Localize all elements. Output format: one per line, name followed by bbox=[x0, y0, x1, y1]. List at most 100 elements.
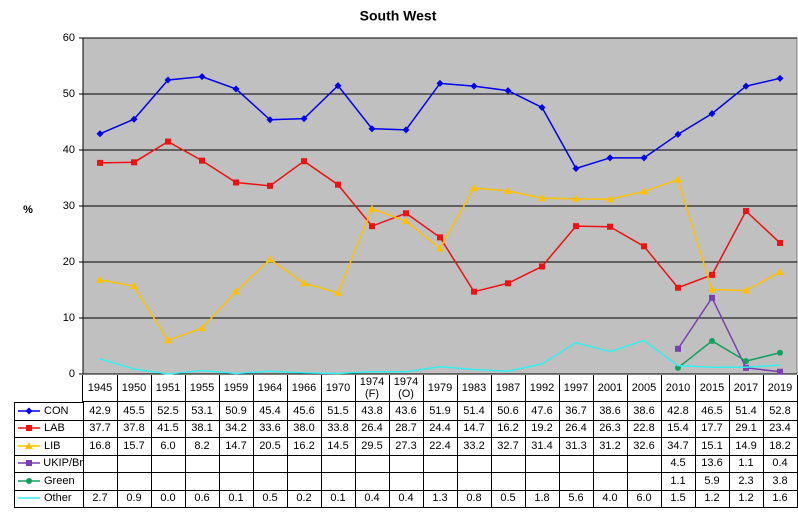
y-axis-label: % bbox=[23, 204, 33, 216]
marker bbox=[674, 175, 682, 183]
table-value: 32.6 bbox=[627, 437, 662, 456]
table-value: 0.4 bbox=[355, 489, 390, 508]
table-value: 16.8 bbox=[83, 437, 118, 456]
table-value bbox=[457, 472, 492, 491]
marker bbox=[198, 324, 206, 332]
marker bbox=[199, 157, 205, 164]
table-value: 38.0 bbox=[287, 419, 322, 438]
table-value: 33.6 bbox=[253, 419, 288, 438]
table-value: 23.4 bbox=[763, 419, 798, 438]
x-tick-label: 1997 bbox=[559, 375, 594, 402]
x-tick-label: 1974 (O) bbox=[389, 375, 424, 402]
table-value bbox=[627, 454, 662, 473]
table-value: 38.1 bbox=[185, 419, 220, 438]
marker bbox=[198, 73, 206, 81]
marker bbox=[573, 223, 579, 230]
legend-entry: Green bbox=[14, 472, 84, 491]
marker bbox=[232, 287, 240, 295]
table-value: 24.4 bbox=[423, 419, 458, 438]
table-value: 14.9 bbox=[729, 437, 764, 456]
x-tick-label: 2010 bbox=[661, 375, 696, 402]
table-value: 2.7 bbox=[83, 489, 118, 508]
table-value: 8.2 bbox=[185, 437, 220, 456]
table-value: 29.5 bbox=[355, 437, 390, 456]
table-value: 52.8 bbox=[763, 402, 798, 421]
table-value bbox=[117, 454, 152, 473]
table-value bbox=[83, 454, 118, 473]
legend-icon bbox=[18, 407, 40, 415]
x-tick-label: 1974 (F) bbox=[355, 375, 390, 402]
table-value: 0.0 bbox=[151, 489, 186, 508]
table-value: 50.9 bbox=[219, 402, 254, 421]
x-tick-label: 1992 bbox=[525, 375, 560, 402]
table-value: 43.6 bbox=[389, 402, 424, 421]
marker bbox=[743, 208, 749, 215]
table-value: 5.9 bbox=[695, 472, 730, 491]
table-value: 1.5 bbox=[661, 489, 696, 508]
table-value: 19.2 bbox=[525, 419, 560, 438]
table-value: 4.0 bbox=[593, 489, 628, 508]
marker bbox=[402, 126, 410, 134]
marker bbox=[538, 103, 546, 111]
table-value bbox=[627, 472, 662, 491]
table-value: 16.2 bbox=[491, 419, 526, 438]
table-value: 38.6 bbox=[627, 402, 662, 421]
table-value: 42.9 bbox=[83, 402, 118, 421]
table-value bbox=[151, 454, 186, 473]
marker bbox=[26, 425, 32, 432]
table-value bbox=[151, 472, 186, 491]
marker bbox=[709, 271, 715, 278]
x-tick-label: 1966 bbox=[287, 375, 322, 402]
table-value: 51.4 bbox=[729, 402, 764, 421]
marker bbox=[334, 288, 342, 296]
marker bbox=[504, 186, 512, 194]
series-line bbox=[99, 339, 781, 375]
table-value: 1.2 bbox=[695, 489, 730, 508]
marker bbox=[96, 130, 104, 138]
marker bbox=[403, 210, 409, 217]
y-tick-label: 20 bbox=[63, 256, 75, 268]
marker bbox=[266, 116, 274, 124]
table-value: 41.5 bbox=[151, 419, 186, 438]
marker bbox=[335, 181, 341, 188]
x-tick-label: 1955 bbox=[185, 375, 220, 402]
marker bbox=[777, 368, 783, 375]
marker bbox=[266, 255, 274, 263]
table-value: 15.1 bbox=[695, 437, 730, 456]
table-value: 52.5 bbox=[151, 402, 186, 421]
marker bbox=[26, 460, 32, 467]
table-value: 45.4 bbox=[253, 402, 288, 421]
legend-icon bbox=[18, 441, 40, 449]
table-value: 1.2 bbox=[729, 489, 764, 508]
marker bbox=[97, 159, 103, 166]
table-value bbox=[253, 454, 288, 473]
table-value bbox=[219, 454, 254, 473]
table-value bbox=[593, 454, 628, 473]
table-value: 26.4 bbox=[355, 419, 390, 438]
table-value bbox=[185, 454, 220, 473]
marker bbox=[301, 158, 307, 165]
table-value bbox=[559, 454, 594, 473]
marker bbox=[742, 286, 750, 294]
series-line bbox=[677, 296, 781, 373]
table-value: 32.7 bbox=[491, 437, 526, 456]
marker bbox=[675, 284, 681, 291]
marker bbox=[504, 87, 512, 95]
y-tick-label: 40 bbox=[63, 144, 75, 156]
table-value: 1.3 bbox=[423, 489, 458, 508]
table-value bbox=[287, 472, 322, 491]
table-value bbox=[83, 472, 118, 491]
y-tick-label: 10 bbox=[63, 312, 75, 324]
marker bbox=[742, 82, 750, 90]
table-left-border bbox=[82, 375, 83, 402]
table-value: 5.6 bbox=[559, 489, 594, 508]
table-value bbox=[321, 472, 356, 491]
table-value: 46.5 bbox=[695, 402, 730, 421]
marker bbox=[641, 243, 647, 250]
x-tick-label: 1964 bbox=[253, 375, 288, 402]
legend-label: Other bbox=[44, 492, 72, 505]
table-value: 14.7 bbox=[457, 419, 492, 438]
marker bbox=[709, 294, 715, 301]
marker bbox=[708, 285, 716, 293]
table-value: 20.5 bbox=[253, 437, 288, 456]
